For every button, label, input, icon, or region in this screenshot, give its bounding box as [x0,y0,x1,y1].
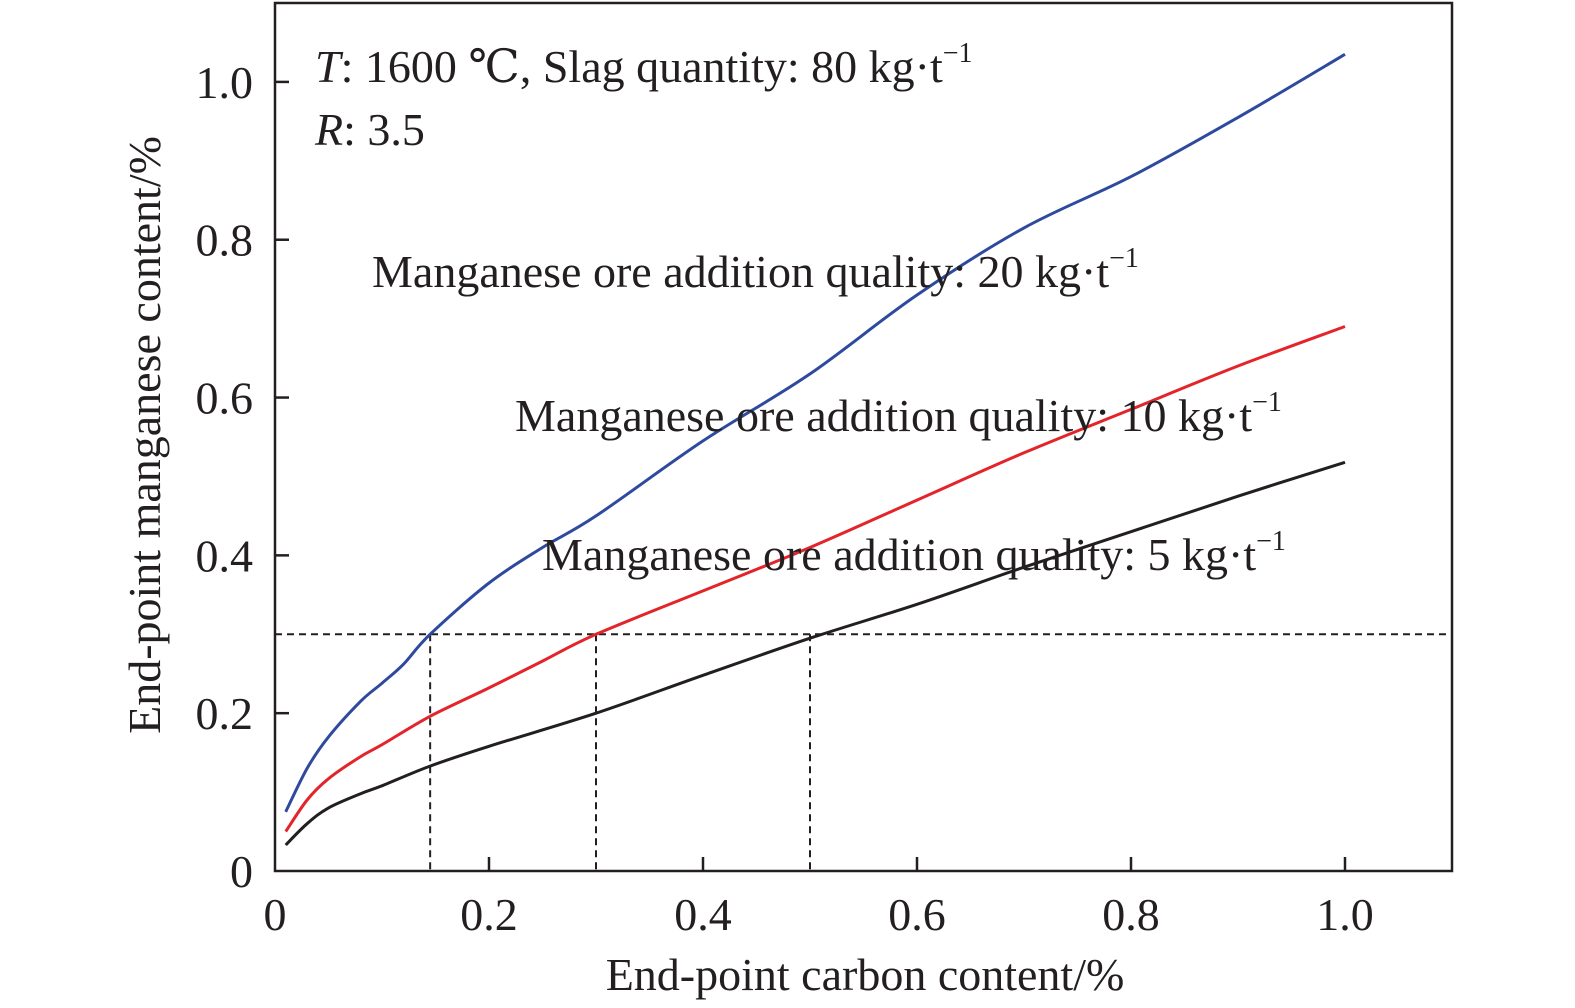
series-lines [284,53,1346,847]
series-line-2 [284,460,1346,847]
y-tick-label-4: 0.8 [196,215,254,266]
x-tick-label-3: 0.6 [888,889,946,940]
x-axis-title: End-point carbon content/% [606,949,1125,1000]
series-label-10-text: Manganese ore addition quality: 10 kg·t [515,390,1252,441]
series-label-5-sup: −1 [1256,526,1286,557]
x-tick-label-4: 0.8 [1102,889,1160,940]
y-tick-label-2: 0.4 [196,530,254,581]
x-tick-label-1: 0.2 [460,889,518,940]
condition-var-t: T [315,41,344,92]
y-tick-label-3: 0.6 [196,373,254,424]
y-axis-title: End-point manganese content/% [119,136,170,734]
y-tick-label-0: 0 [230,846,253,897]
condition-text-1: : 1600 ℃, Slag quantity: 80 kg·t [341,41,943,92]
axis-ticks [275,80,1347,871]
plot-frame [273,1,1454,873]
x-tick-label-5: 1.0 [1316,889,1374,940]
x-tick-label-2: 0.4 [674,889,732,940]
reference-lines [275,633,1452,871]
series-label-5: Manganese ore addition quality: 5 kg·t−1 [542,526,1286,580]
y-tick-label-5: 1.0 [196,57,254,108]
condition-line-1: T: 1600 ℃, Slag quantity: 80 kg·t−1 [315,38,973,92]
condition-var-r: R [314,104,343,155]
series-line-0 [284,53,1346,813]
condition-line-2: R: 3.5 [314,104,425,155]
series-label-5-text: Manganese ore addition quality: 5 kg·t [542,529,1256,580]
tick-labels: 0 0.2 0.4 0.6 0.8 1.0 0 0.2 0.4 0.6 0.8 1.0 [196,57,1374,940]
series-label-10-sup: −1 [1252,387,1282,418]
series-label-20-text: Manganese ore addition quality: 20 kg·t [372,246,1109,297]
series-label-20: Manganese ore addition quality: 20 kg·t−… [372,243,1139,297]
condition-text-2: : 3.5 [343,104,425,155]
series-label-10: Manganese ore addition quality: 10 kg·t−… [515,387,1282,441]
series-line-1 [284,325,1346,833]
series-label-20-sup: −1 [1109,243,1139,274]
y-tick-label-1: 0.2 [196,688,254,739]
condition-sup-1: −1 [943,38,973,69]
x-tick-label-0: 0 [264,889,287,940]
